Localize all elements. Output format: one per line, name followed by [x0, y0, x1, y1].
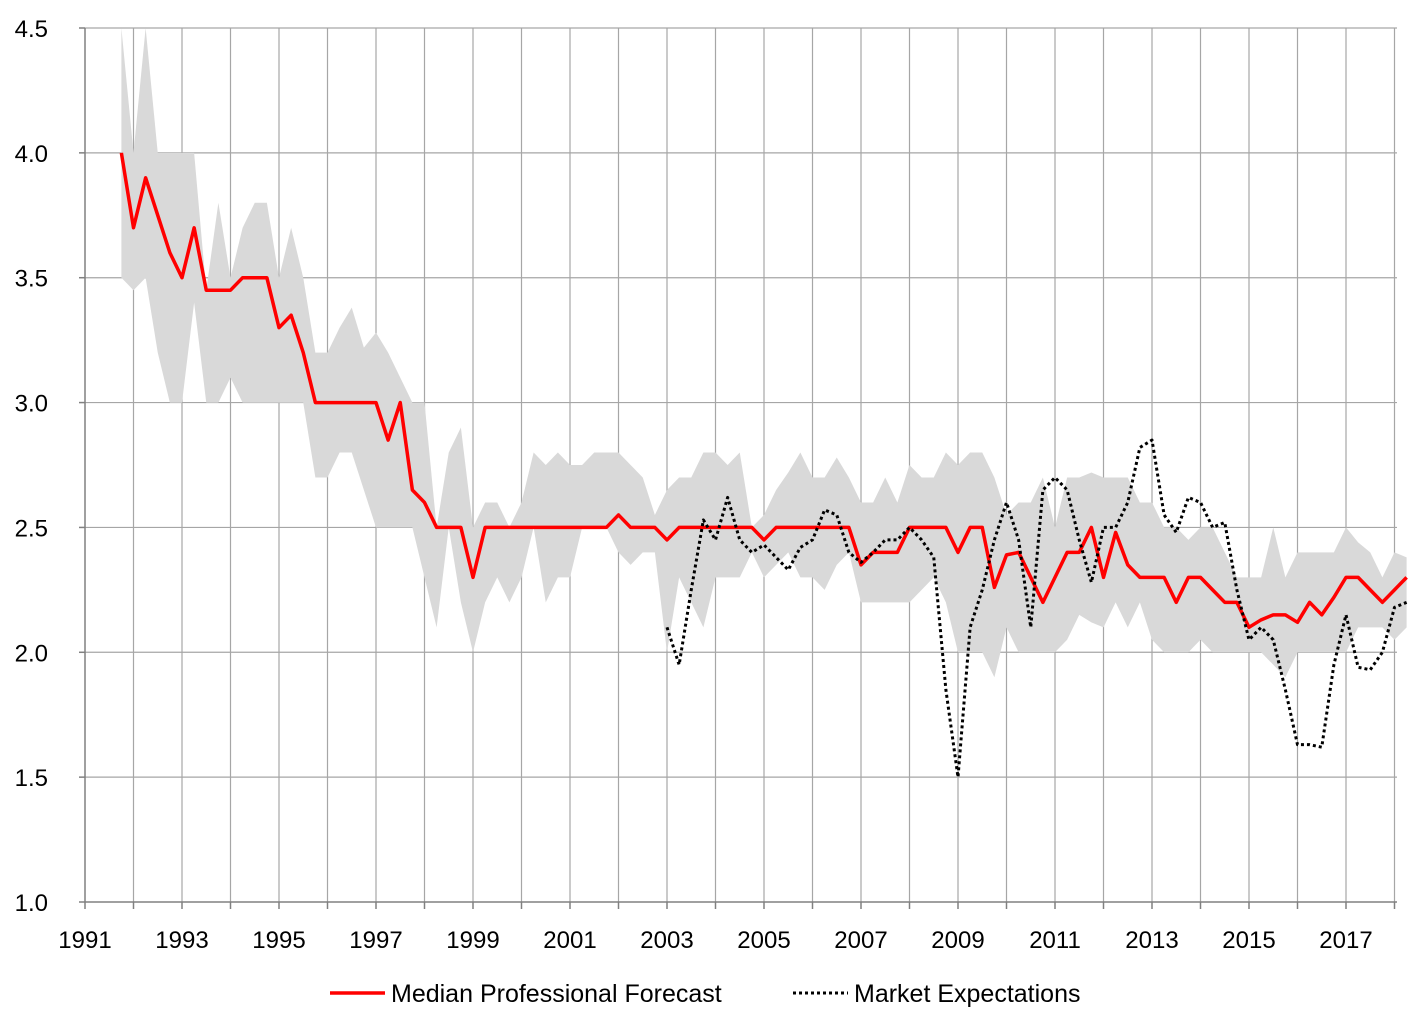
y-tick-label: 2.0: [15, 640, 48, 667]
x-tick-label: 1995: [252, 927, 305, 954]
x-tick-label: 2015: [1222, 927, 1275, 954]
axes: [79, 27, 1397, 909]
series-line-median-professional-forecast: [119, 152, 1408, 630]
y-tick-label: 4.5: [15, 16, 48, 43]
forecast-range-area: [121, 28, 1407, 678]
series-line-market-expectations: [665, 438, 1408, 779]
x-tick-label: 2011: [1029, 927, 1081, 954]
legend-label: Market Expectations: [854, 980, 1081, 1008]
x-tick-label: 1991: [58, 927, 111, 954]
legend-item-market-expectations: Market Expectations: [793, 980, 1081, 1008]
x-tick-label: 2003: [640, 927, 693, 954]
y-tick-label: 4.0: [15, 141, 48, 168]
y-tick-label: 3.0: [15, 391, 48, 418]
y-tick-label: 1.0: [15, 890, 48, 917]
y-axis-tick-labels: 1.0 1.5 2.0 2.5 3.0 3.5 4.0 4.5: [15, 16, 48, 917]
x-tick-label: 1997: [349, 927, 402, 954]
x-tick-label: 2017: [1319, 927, 1372, 954]
y-tick-label: 2.5: [15, 515, 48, 542]
x-axis-tick-labels: 1991 1993 1995 1997 1999 2001 2003 2005 2007 2009…: [58, 927, 1372, 954]
x-tick-label: 2007: [834, 927, 887, 954]
legend-item-median-professional-forecast: Median Professional Forecast: [330, 980, 722, 1008]
series-lines: [119, 152, 1408, 779]
legend-label: Median Professional Forecast: [391, 980, 722, 1008]
x-tick-label: 2013: [1125, 927, 1178, 954]
forecast-range-band: [121, 28, 1407, 678]
x-tick-label: 1999: [446, 927, 499, 954]
x-tick-label: 2009: [931, 927, 984, 954]
x-tick-label: 1993: [155, 927, 208, 954]
y-tick-label: 1.5: [15, 765, 48, 792]
legend: Median Professional Forecast Market Expec…: [330, 980, 1081, 1008]
x-tick-label: 2001: [543, 927, 596, 954]
y-tick-label: 3.5: [15, 266, 48, 293]
x-tick-label: 2005: [737, 927, 790, 954]
